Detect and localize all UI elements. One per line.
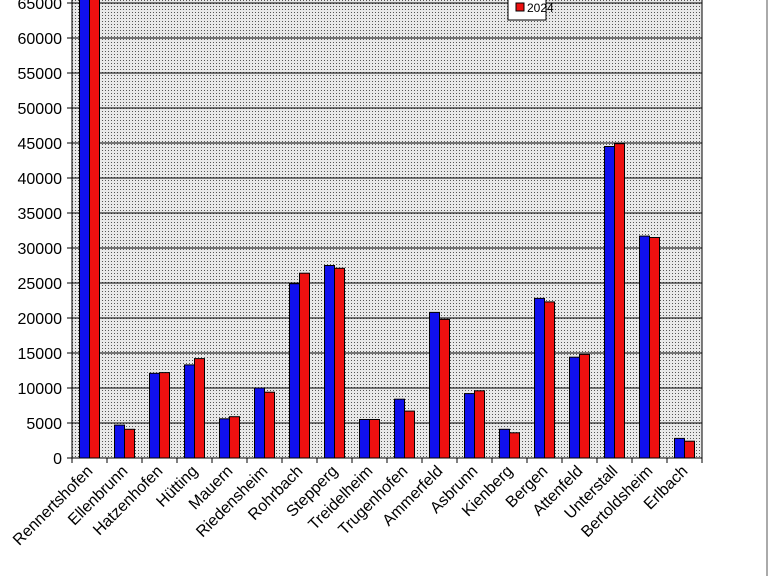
bar-2024	[684, 440, 695, 459]
bar-series-1	[324, 265, 335, 459]
legend-swatch-2024	[515, 2, 525, 12]
bar-2024	[264, 391, 275, 459]
bar-2024	[474, 390, 485, 459]
bar-2024	[614, 143, 625, 459]
x-axis-ticks: RennertshofenEllenbrunnHatzenhofenHüttin…	[10, 458, 703, 549]
bar-2024	[124, 428, 135, 459]
y-tick-label: 50000	[18, 101, 63, 118]
bar-series-1	[639, 235, 650, 459]
bar-series-1	[394, 398, 405, 459]
bar-series-1	[674, 437, 685, 459]
bar-2024	[544, 301, 555, 459]
y-tick-label: 20000	[18, 311, 63, 328]
bar-series-1	[114, 424, 125, 459]
bar-series-1	[569, 356, 580, 459]
bar-2024	[299, 272, 310, 459]
bar-series-1	[149, 372, 160, 459]
y-tick-label: 30000	[18, 241, 63, 258]
legend-label-2024: 2024	[527, 1, 554, 15]
bar-series-1	[429, 311, 440, 459]
y-tick-label: 0	[53, 451, 62, 468]
y-tick-label: 35000	[18, 206, 63, 223]
legend: 2024	[507, 0, 554, 21]
bar-series-1	[499, 428, 510, 459]
bar-2024	[579, 353, 590, 459]
bar-2024	[229, 416, 240, 459]
bar-2024	[89, 0, 100, 459]
bar-2024	[369, 419, 380, 459]
y-tick-label: 45000	[18, 136, 63, 153]
y-tick-label: 40000	[18, 171, 63, 188]
bar-series-1	[359, 419, 370, 459]
gridlines	[72, 2, 702, 424]
bar-2024	[439, 318, 450, 459]
y-axis-ticks: 0 5000 10000 15000 20000 25000 30000 35000 40000…	[18, 0, 72, 468]
bar-series-1	[184, 364, 195, 459]
bar-series-1	[219, 418, 230, 459]
bars	[79, 0, 695, 459]
y-tick-label: 60000	[18, 31, 63, 48]
y-tick-label: 5000	[26, 416, 62, 433]
bar-2024	[159, 372, 170, 459]
y-tick-label: 15000	[18, 346, 63, 363]
bar-2024	[509, 432, 520, 459]
bar-series-1	[289, 283, 300, 459]
y-tick-label: 25000	[18, 276, 63, 293]
bar-2024	[334, 267, 345, 459]
bar-2024	[649, 237, 660, 459]
bar-series-1	[534, 297, 545, 459]
bar-series-1	[79, 0, 90, 459]
bar-series-1	[254, 387, 265, 459]
bar-series-1	[464, 393, 475, 459]
y-tick-label: 10000	[18, 381, 63, 398]
bar-2024	[404, 410, 415, 459]
bar-2024	[194, 358, 205, 459]
plot-area	[72, 0, 702, 458]
y-tick-label: 65000	[18, 0, 63, 13]
y-tick-label: 55000	[18, 66, 63, 83]
bar-series-1	[604, 146, 615, 459]
